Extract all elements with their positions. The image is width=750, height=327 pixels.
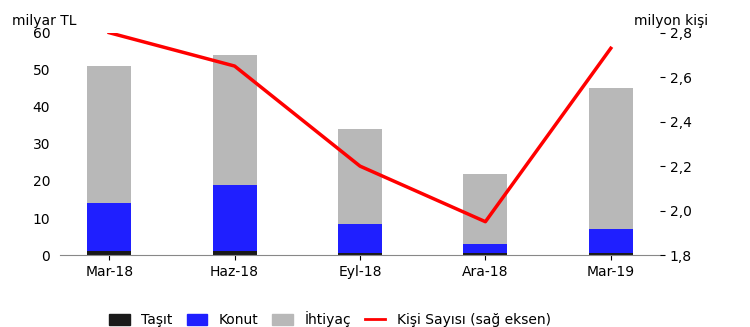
Bar [338,253,382,255]
Kişi Sayısı (sağ eksen) [356,164,364,168]
Bar [589,88,633,229]
Kişi Sayısı (sağ eksen) [230,64,239,68]
Bar [213,185,256,251]
Bar [338,224,382,253]
Kişi Sayısı (sağ eksen) [105,31,114,35]
Bar [87,203,131,251]
Bar [87,66,131,203]
Bar [338,129,382,224]
Bar [589,229,633,253]
Kişi Sayısı (sağ eksen) [606,46,615,50]
Text: milyon kişi: milyon kişi [634,14,708,28]
Bar [464,244,507,253]
Kişi Sayısı (sağ eksen) [481,220,490,224]
Text: milyar TL: milyar TL [12,14,76,28]
Line: Kişi Sayısı (sağ eksen): Kişi Sayısı (sağ eksen) [110,33,610,222]
Bar [464,253,507,255]
Bar [464,174,507,244]
Bar [213,55,256,185]
Bar [589,253,633,255]
Bar [213,251,256,255]
Legend: Taşıt, Konut, İhtiyaç, Kişi Sayısı (sağ eksen): Taşıt, Konut, İhtiyaç, Kişi Sayısı (sağ … [104,305,556,327]
Bar [87,251,131,255]
